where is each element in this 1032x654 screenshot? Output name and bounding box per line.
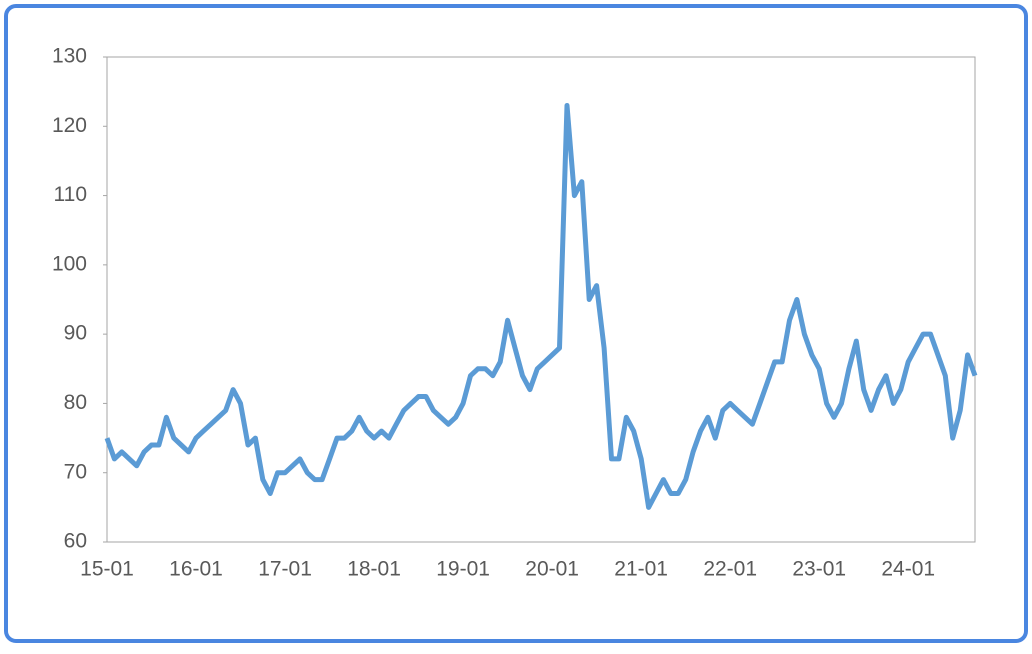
plot-area [106, 56, 976, 543]
x-tick-label: 19-01 [436, 558, 490, 581]
y-tick-label: 90 [64, 322, 87, 345]
x-tick-label: 15-01 [80, 558, 134, 581]
y-tick-label: 60 [64, 530, 87, 553]
y-tick-label: 110 [54, 183, 87, 206]
x-tick-label: 18-01 [347, 558, 401, 581]
x-tick-label: 16-01 [169, 558, 223, 581]
x-tick-label: 17-01 [258, 558, 312, 581]
y-tick-label: 80 [64, 391, 87, 414]
y-tick-label: 70 [64, 460, 87, 483]
frame [4, 4, 1028, 643]
data-line [104, 103, 978, 510]
x-tick-label: 22-01 [703, 558, 757, 581]
x-tick-label: 24-01 [881, 558, 935, 581]
x-tick-label: 23-01 [792, 558, 846, 581]
x-tick-label: 21-01 [614, 558, 668, 581]
y-tick-label: 100 [52, 252, 87, 275]
y-tick-label: 130 [52, 45, 87, 68]
y-tick-label: 120 [52, 114, 87, 137]
x-tick-label: 20-01 [525, 558, 579, 581]
